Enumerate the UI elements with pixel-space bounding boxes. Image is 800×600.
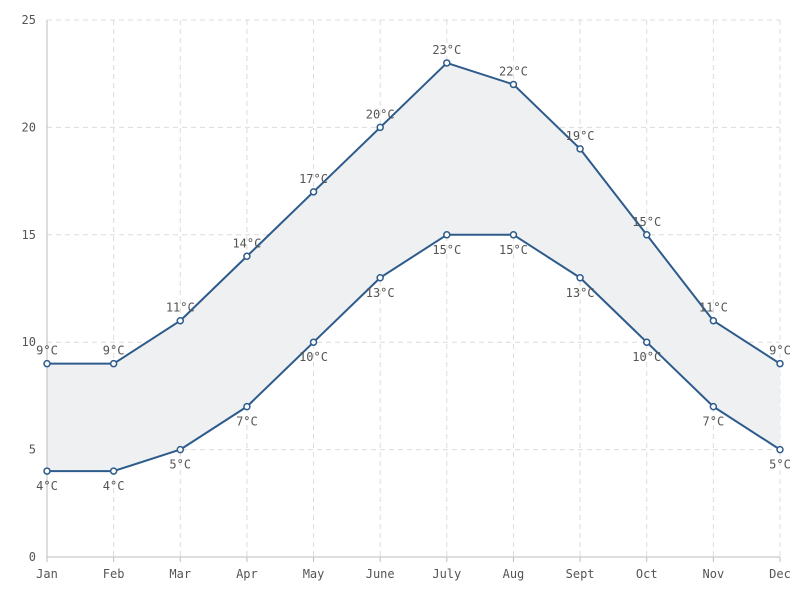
high-data-label: 9°C <box>36 344 58 358</box>
low-data-label: 4°C <box>36 479 58 493</box>
y-tick-label: 0 <box>29 550 36 564</box>
x-tick-label: July <box>432 567 461 581</box>
x-tick-label: Aug <box>503 567 525 581</box>
high-data-point[interactable] <box>176 316 185 325</box>
x-tick-label: Nov <box>703 567 725 581</box>
low-data-label: 7°C <box>236 415 258 429</box>
high-data-label: 11°C <box>166 301 195 315</box>
y-tick-label: 25 <box>22 13 36 27</box>
data-points <box>43 59 784 475</box>
x-tick-label: Mar <box>169 567 191 581</box>
high-data-label: 9°C <box>769 344 791 358</box>
data-labels: 9°C 9°C 11°C 14°C 17°C 20°C 23°C 22°C 19°C 15°C 11… <box>36 43 791 493</box>
low-data-label: 7°C <box>703 415 725 429</box>
high-data-label: 22°C <box>499 64 528 78</box>
x-tick-label: June <box>366 567 395 581</box>
series-lines <box>47 61 781 473</box>
low-data-point[interactable] <box>709 402 718 411</box>
high-data-label: 20°C <box>366 107 395 121</box>
low-data-point[interactable] <box>642 338 651 346</box>
x-tick-label: Apr <box>236 567 258 581</box>
high-data-point[interactable] <box>576 145 584 153</box>
temperature-range-area <box>47 62 780 472</box>
low-series-line <box>47 233 781 473</box>
x-tick-label: Feb <box>103 567 125 581</box>
low-data-label: 10°C <box>632 350 661 364</box>
y-tick-label: 10 <box>22 335 36 349</box>
low-data-point[interactable] <box>176 445 185 454</box>
high-data-point[interactable] <box>43 359 51 368</box>
low-data-point[interactable] <box>243 402 251 411</box>
high-data-point[interactable] <box>376 123 384 132</box>
tick-labels: 0 5 10 15 20 25 Jan Feb Mar Apr May June July Aug Sept… <box>22 13 791 581</box>
low-data-label: 15°C <box>499 243 528 257</box>
high-data-label: 9°C <box>103 344 125 358</box>
low-data-label: 10°C <box>299 350 328 364</box>
high-data-label: 15°C <box>632 215 661 229</box>
low-data-label: 5°C <box>169 458 191 472</box>
low-data-point[interactable] <box>309 338 318 346</box>
high-series-line <box>47 61 781 365</box>
high-data-point[interactable] <box>709 316 718 325</box>
low-data-point[interactable] <box>509 231 518 239</box>
y-tick-label: 20 <box>22 120 36 134</box>
high-data-label: 14°C <box>232 236 261 250</box>
x-tick-label: Dec <box>769 567 791 581</box>
high-data-point[interactable] <box>243 252 251 261</box>
y-tick-label: 5 <box>29 443 36 457</box>
low-data-point[interactable] <box>109 467 118 475</box>
high-data-point[interactable] <box>776 359 784 368</box>
high-data-label: 23°C <box>432 43 461 57</box>
high-data-point[interactable] <box>443 59 451 67</box>
x-tick-label: Sept <box>566 567 595 581</box>
low-data-point[interactable] <box>43 467 51 475</box>
low-data-label: 13°C <box>366 286 395 300</box>
high-data-point[interactable] <box>309 188 318 196</box>
y-tick-label: 15 <box>22 228 36 242</box>
low-data-point[interactable] <box>776 445 784 454</box>
low-data-point[interactable] <box>376 274 384 282</box>
range-band <box>47 62 780 472</box>
low-data-point[interactable] <box>443 231 451 239</box>
low-data-label: 13°C <box>566 286 595 300</box>
x-tick-label: Jan <box>36 567 58 581</box>
x-tick-label: May <box>303 567 325 581</box>
low-data-point[interactable] <box>576 274 584 282</box>
high-data-label: 19°C <box>566 129 595 143</box>
high-data-label: 11°C <box>699 301 728 315</box>
low-data-label: 5°C <box>769 458 791 472</box>
high-data-point[interactable] <box>642 231 651 239</box>
low-data-label: 15°C <box>432 243 461 257</box>
high-data-label: 17°C <box>299 172 328 186</box>
high-data-point[interactable] <box>109 359 118 368</box>
high-data-point[interactable] <box>509 80 518 89</box>
x-tick-label: Oct <box>636 567 658 581</box>
low-data-label: 4°C <box>103 479 125 493</box>
